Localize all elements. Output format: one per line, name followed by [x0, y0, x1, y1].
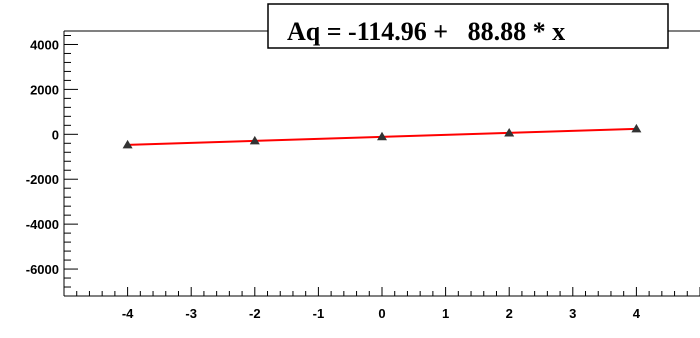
y-tick-label: 4000: [30, 37, 59, 52]
y-tick-label: -2000: [26, 172, 59, 187]
y-tick-label: 2000: [30, 82, 59, 97]
x-tick-label: 1: [442, 306, 449, 321]
chart-title-box: Aq = -114.96 + 88.88 * x: [267, 3, 669, 49]
data-point: [249, 135, 260, 145]
chart-title: Aq = -114.96 + 88.88 * x: [287, 17, 565, 46]
x-tick-label: -4: [122, 306, 134, 321]
data-point: [504, 127, 515, 137]
data-point: [631, 123, 642, 133]
y-tick-label: -4000: [26, 217, 59, 232]
axes: -4 -3 -2 -1 0 1 2 3 4 -6000 -4000 -2000 0 2000 4000: [26, 30, 700, 321]
x-tick-label: -2: [249, 306, 261, 321]
x-tick-label: 0: [378, 306, 385, 321]
x-tick-label: 2: [506, 306, 513, 321]
y-tick-label: 0: [52, 127, 59, 142]
data-point: [377, 131, 387, 141]
x-tick-label: 3: [569, 306, 576, 321]
data-point: [122, 139, 133, 149]
x-tick-label: -1: [313, 306, 325, 321]
data-points-layer: [122, 123, 642, 149]
x-tick-label: 4: [633, 306, 641, 321]
x-tick-label: -3: [185, 306, 197, 321]
y-tick-label: -6000: [26, 262, 59, 277]
